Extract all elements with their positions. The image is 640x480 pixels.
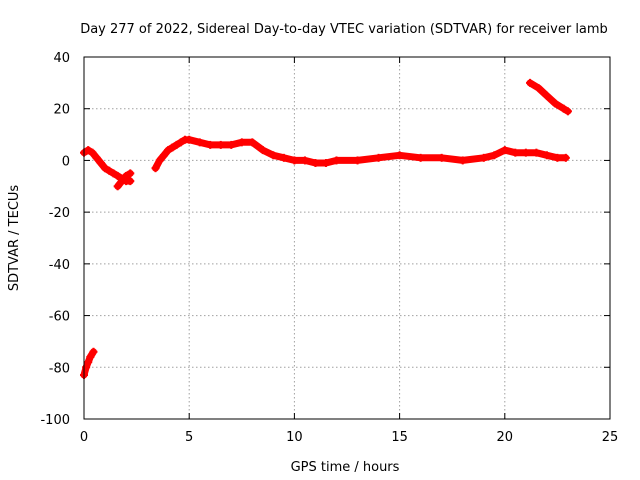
data-point bbox=[559, 104, 568, 113]
series-group bbox=[80, 78, 572, 380]
data-point bbox=[542, 151, 551, 160]
data-point bbox=[109, 169, 118, 178]
data-point bbox=[490, 151, 499, 160]
data-point bbox=[416, 153, 425, 162]
data-point bbox=[563, 107, 572, 116]
data-point bbox=[185, 135, 194, 144]
x-tick-label: 15 bbox=[391, 430, 408, 445]
data-point bbox=[269, 151, 278, 160]
data-point bbox=[195, 138, 204, 147]
series-segment-3 bbox=[113, 169, 135, 191]
data-point bbox=[216, 140, 225, 149]
y-tick-label: 0 bbox=[62, 154, 70, 169]
data-point bbox=[117, 177, 126, 186]
data-point bbox=[511, 148, 520, 157]
data-point bbox=[479, 153, 488, 162]
data-point bbox=[500, 146, 509, 155]
data-point bbox=[279, 153, 288, 162]
data-point bbox=[113, 182, 122, 191]
data-point bbox=[159, 151, 168, 160]
data-point bbox=[258, 146, 267, 155]
x-axis-label: GPS time / hours bbox=[291, 460, 400, 475]
data-point bbox=[82, 363, 91, 372]
data-point bbox=[526, 78, 535, 87]
y-tick-label: -40 bbox=[49, 258, 70, 273]
data-point bbox=[164, 146, 173, 155]
data-point bbox=[101, 164, 110, 173]
data-point bbox=[126, 169, 135, 178]
series-trace bbox=[114, 169, 134, 190]
data-point bbox=[395, 151, 404, 160]
data-point bbox=[155, 156, 164, 165]
data-point bbox=[113, 171, 122, 180]
data-point bbox=[290, 156, 299, 165]
data-point bbox=[300, 156, 309, 165]
y-tick-label: 20 bbox=[53, 103, 70, 118]
data-point bbox=[374, 153, 383, 162]
data-point bbox=[84, 146, 93, 155]
data-point bbox=[353, 156, 362, 165]
data-point bbox=[86, 352, 95, 361]
data-point bbox=[88, 148, 97, 157]
x-tick-label: 5 bbox=[185, 430, 193, 445]
data-point bbox=[172, 140, 181, 149]
data-point bbox=[311, 159, 320, 168]
data-point bbox=[96, 159, 105, 168]
x-tick-label: 0 bbox=[80, 430, 88, 445]
data-point bbox=[168, 143, 177, 152]
data-point bbox=[227, 140, 236, 149]
data-point bbox=[321, 159, 330, 168]
y-tick-label: -80 bbox=[49, 361, 70, 376]
axis-ticks: 0 5 10 15 20 25 -100 -80 -60 -40 -20 0 20 40 bbox=[40, 51, 618, 445]
y-tick-label: -20 bbox=[49, 206, 70, 221]
series-segment-4 bbox=[151, 135, 570, 173]
x-tick-label: 25 bbox=[602, 430, 619, 445]
data-point bbox=[534, 84, 543, 93]
data-point bbox=[532, 148, 541, 157]
data-point bbox=[542, 91, 551, 100]
data-point bbox=[151, 164, 160, 173]
data-point bbox=[122, 171, 131, 180]
plot-frame bbox=[83, 56, 611, 420]
data-point bbox=[553, 153, 562, 162]
data-point bbox=[176, 138, 185, 147]
y-axis-label: SDTVAR / TECUs bbox=[7, 185, 22, 292]
series-segment-1 bbox=[80, 347, 98, 380]
data-point bbox=[126, 177, 135, 186]
data-point bbox=[105, 166, 114, 175]
grid-lines bbox=[84, 57, 610, 419]
y-tick-label: 40 bbox=[53, 51, 70, 66]
data-point bbox=[458, 156, 467, 165]
data-point bbox=[206, 140, 215, 149]
data-point bbox=[237, 138, 246, 147]
x-tick-label: 20 bbox=[497, 430, 514, 445]
series-segment-5 bbox=[526, 78, 572, 116]
data-point bbox=[332, 156, 341, 165]
y-tick-label: -100 bbox=[40, 413, 70, 428]
data-point bbox=[92, 153, 101, 162]
data-point bbox=[84, 358, 93, 367]
y-tick-label: -60 bbox=[49, 310, 70, 325]
data-point bbox=[248, 138, 257, 147]
chart-title: Day 277 of 2022, Sidereal Day-to-day VTE… bbox=[80, 22, 608, 37]
data-point bbox=[437, 153, 446, 162]
data-point bbox=[551, 99, 560, 108]
x-tick-label: 10 bbox=[286, 430, 303, 445]
data-point bbox=[521, 148, 530, 157]
data-point bbox=[89, 347, 98, 356]
data-point bbox=[561, 153, 570, 162]
